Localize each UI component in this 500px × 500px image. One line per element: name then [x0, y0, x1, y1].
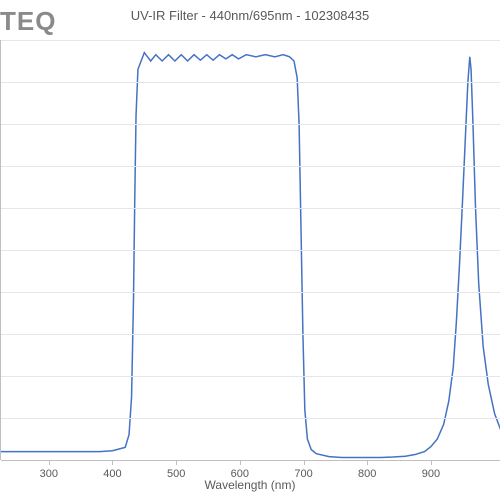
- grid-line: [1, 40, 500, 41]
- chart-title: UV-IR Filter - 440nm/695nm - 102308435: [0, 8, 500, 23]
- x-tick-mark: [49, 460, 50, 465]
- grid-line: [1, 166, 500, 167]
- grid-line: [1, 250, 500, 251]
- grid-line: [1, 124, 500, 125]
- x-tick-mark: [367, 460, 368, 465]
- x-tick-mark: [176, 460, 177, 465]
- grid-line: [1, 334, 500, 335]
- x-tick-mark: [431, 460, 432, 465]
- grid-line: [1, 418, 500, 419]
- x-tick-mark: [240, 460, 241, 465]
- grid-line: [1, 376, 500, 377]
- grid-line: [1, 208, 500, 209]
- x-tick-mark: [304, 460, 305, 465]
- grid-line: [1, 82, 500, 83]
- grid-line: [1, 460, 500, 461]
- x-axis-label: Wavelength (nm): [0, 478, 500, 492]
- x-tick-mark: [112, 460, 113, 465]
- grid-line: [1, 292, 500, 293]
- chart-plot-area: 300400500600700800900: [0, 40, 500, 460]
